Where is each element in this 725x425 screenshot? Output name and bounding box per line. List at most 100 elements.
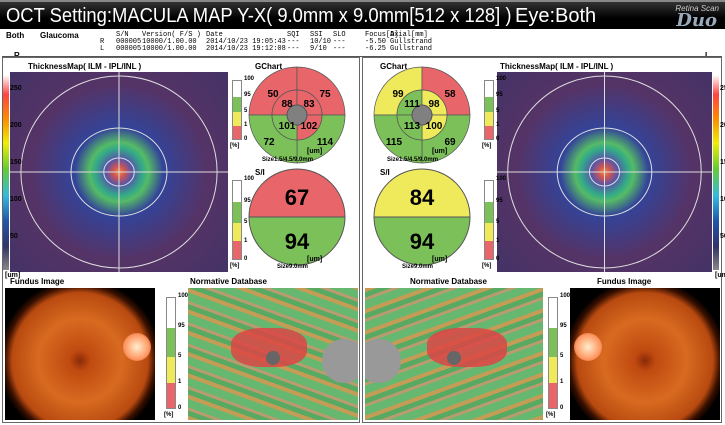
percentile-tick: 1 bbox=[178, 379, 182, 386]
si-inferior-half bbox=[373, 216, 471, 266]
info-cell: Gullstrand bbox=[390, 45, 433, 53]
gchart-center bbox=[286, 104, 308, 126]
percentile-tick: 95 bbox=[244, 92, 251, 99]
gchart-inner-value: 113 bbox=[404, 121, 421, 132]
normative-database-map bbox=[365, 288, 543, 420]
thickness-tick: 50 bbox=[10, 233, 18, 240]
info-column-header: SLO bbox=[333, 31, 346, 39]
gchart-outer-value: 72 bbox=[263, 137, 275, 148]
gchart-inner-value: 88 bbox=[281, 99, 293, 110]
percentile-tick: 1 bbox=[496, 237, 500, 244]
percentile-tick: 5 bbox=[178, 353, 182, 360]
percentile-tick: 1 bbox=[560, 379, 564, 386]
gchart-inner-value: 102 bbox=[301, 121, 318, 132]
percentile-tick: 0 bbox=[560, 405, 564, 411]
percentile-unit: [%] bbox=[482, 143, 492, 149]
info-column-header: SQI bbox=[287, 31, 300, 39]
info-cell: 000005 bbox=[116, 38, 142, 46]
info-cell: 000005 bbox=[116, 45, 142, 53]
info-cell: 2014/10/23 19:12:08 bbox=[206, 45, 286, 53]
percentile-tick: 5 bbox=[496, 219, 500, 226]
info-cell: -6.25 bbox=[365, 45, 387, 53]
fundus-image bbox=[570, 288, 720, 420]
thickness-tick: 100 bbox=[10, 196, 22, 203]
si-superior-value: 67 bbox=[285, 185, 309, 210]
percentile-tick: 100 bbox=[178, 293, 189, 299]
info-column-header: Axial[mm] bbox=[390, 31, 428, 39]
si-chart: 67 94 bbox=[248, 168, 346, 266]
si-unit: [um] bbox=[307, 256, 323, 263]
si-inferior-value: 94 bbox=[410, 229, 435, 254]
info-cell: --- bbox=[333, 38, 346, 46]
info-column-header: Focus[D] bbox=[365, 31, 399, 39]
si-superior-value: 84 bbox=[410, 185, 435, 210]
thickness-tick: 150 bbox=[720, 159, 725, 166]
info-cell: --- bbox=[287, 38, 300, 46]
si-size: Size9.0mm bbox=[277, 264, 309, 270]
side-r-label: R bbox=[14, 51, 20, 60]
thickness-tick: 150 bbox=[10, 159, 22, 166]
si-superior-half bbox=[373, 168, 471, 218]
gchart-inner-value: 111 bbox=[404, 99, 420, 110]
percentile-tick: 5 bbox=[244, 108, 248, 115]
gchart-outer-value: 114 bbox=[317, 137, 334, 148]
logo: Retina Scan Duo bbox=[675, 4, 719, 31]
gchart-unit: [um] bbox=[432, 148, 448, 155]
gchart: 50 75 114 72 88 83 102 101 bbox=[248, 66, 346, 164]
si-unit: [um] bbox=[432, 256, 448, 263]
info-cell: 9/10 bbox=[310, 45, 327, 53]
percentile-tick: 0 bbox=[244, 136, 248, 142]
gchart: 99 58 69 115 111 98 100 113 bbox=[373, 66, 471, 164]
info-cell: 10000/1.00.00 bbox=[142, 38, 197, 46]
si-title: S/I bbox=[255, 168, 265, 177]
si-chart: 84 94 bbox=[373, 168, 471, 266]
gchart-outer-value: 99 bbox=[392, 89, 404, 100]
info-cell: 10000/1.00.00 bbox=[142, 45, 197, 53]
percentile-tick: 100 bbox=[244, 76, 255, 82]
fundus-image bbox=[5, 288, 155, 420]
si-inferior-value: 94 bbox=[285, 229, 310, 254]
info-column-header: Date bbox=[206, 31, 223, 39]
title-bar: OCT Setting:MACULA MAP Y-X( 9.0mm x 9.0m… bbox=[0, 0, 725, 31]
percentile-unit: [%] bbox=[482, 263, 492, 269]
percentile-tick: 95 bbox=[560, 323, 567, 330]
thickness-tick: 250 bbox=[720, 85, 725, 92]
info-cell: -5.50 bbox=[365, 38, 387, 46]
percentile-tick: 95 bbox=[496, 92, 503, 99]
percentile-unit: [%] bbox=[546, 412, 556, 418]
percentile-tick: 5 bbox=[560, 353, 564, 360]
percentile-legend bbox=[232, 80, 242, 140]
gchart-outer-value: 75 bbox=[319, 89, 331, 100]
info-cell: R bbox=[100, 38, 105, 46]
fundus-title: Fundus Image bbox=[597, 277, 652, 286]
thickness-colorbar bbox=[3, 75, 9, 270]
diagnosis: Glaucoma bbox=[40, 31, 79, 40]
percentile-tick: 100 bbox=[496, 176, 507, 182]
si-inferior-half bbox=[248, 216, 346, 266]
thickness-map bbox=[10, 72, 228, 272]
percentile-unit: [%] bbox=[230, 263, 240, 269]
info-column-header: Version( F/S ) bbox=[142, 31, 201, 39]
percentile-tick: 0 bbox=[178, 405, 182, 411]
percentile-tick: 5 bbox=[496, 108, 500, 115]
divider bbox=[2, 56, 722, 57]
thickness-tick: 100 bbox=[720, 196, 725, 203]
percentile-tick: 1 bbox=[496, 122, 500, 129]
gchart-outer-value: 50 bbox=[267, 89, 279, 100]
thickness-map-title: ThicknessMap( ILM - IPL/INL ) bbox=[28, 62, 142, 71]
percentile-tick: 5 bbox=[244, 219, 248, 226]
thickness-map bbox=[497, 72, 712, 272]
info-cell: 2014/10/23 19:05:43 bbox=[206, 38, 286, 46]
page-title: OCT Setting:MACULA MAP Y-X( 9.0mm x 9.0m… bbox=[6, 5, 512, 27]
thickness-unit: [um] bbox=[5, 272, 21, 279]
si-superior-half bbox=[248, 168, 346, 218]
thickness-unit: [um] bbox=[715, 272, 725, 279]
percentile-unit: [%] bbox=[230, 143, 240, 149]
normative-title: Normative Database bbox=[190, 277, 267, 286]
percentile-legend bbox=[232, 180, 242, 260]
percentile-tick: 0 bbox=[496, 256, 500, 262]
percentile-unit: [%] bbox=[164, 412, 174, 418]
right-eye-panel bbox=[2, 57, 360, 423]
percentile-tick: 100 bbox=[496, 76, 507, 82]
percentile-tick: 95 bbox=[496, 197, 503, 204]
